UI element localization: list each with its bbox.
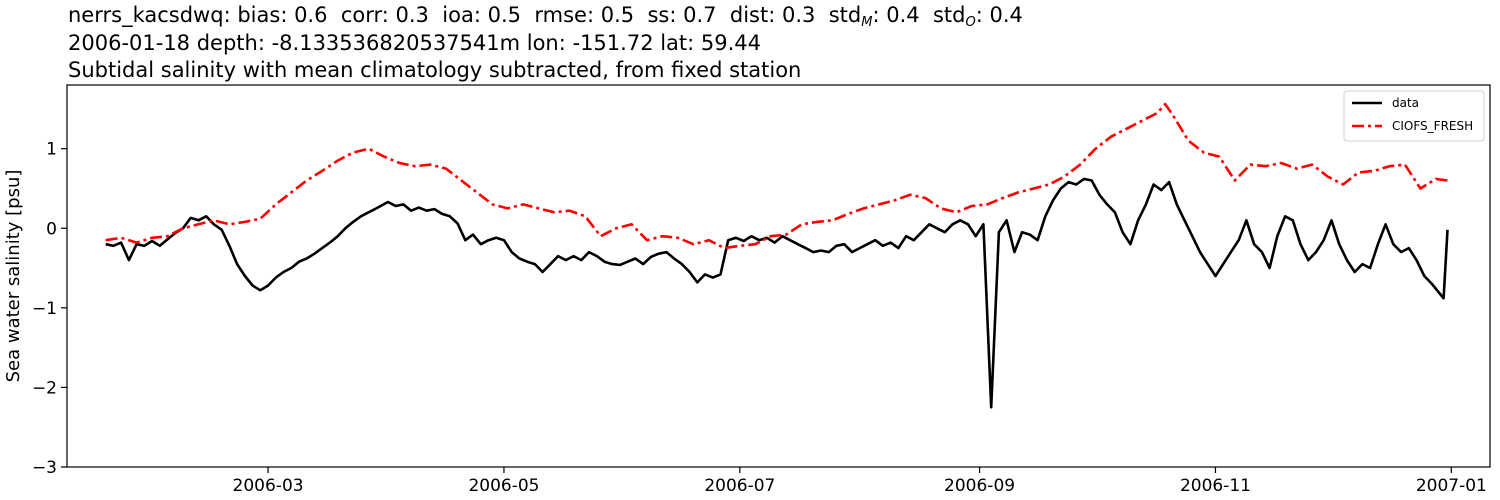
y-tick-0: 0 [46, 219, 67, 239]
x-tick-2006-09: 2006-09 [944, 467, 1015, 496]
y-tick-label: 1 [46, 140, 57, 160]
x-tick-label: 2006-11 [1180, 476, 1251, 496]
stats-list: bias: 0.6 corr: 0.3 ioa: 0.5 rmse: 0.5 s… [237, 3, 1023, 30]
stat-bias: bias: 0.6 [237, 3, 328, 27]
legend: data CIOFS_FRESH [1343, 90, 1485, 142]
series-line-data [105, 177, 1449, 409]
stat-std-m: stdM: 0.4 [828, 3, 920, 30]
x-tick-label: 2006-07 [704, 476, 775, 496]
y-axis-label: Sea water salinity [psu] [3, 170, 24, 383]
y-tick--2: −2 [32, 378, 67, 398]
stats-line: nerrs_kacsdwq: bias: 0.6 corr: 0.3 ioa: … [68, 3, 1023, 30]
x-tick-2006-07: 2006-07 [704, 467, 775, 496]
x-tick-label: 2007-01 [1416, 476, 1487, 496]
series-line-ciofs-fresh [105, 102, 1448, 250]
stat-corr: corr: 0.3 [340, 3, 429, 27]
stat-ss: ss: 0.7 [647, 3, 717, 27]
legend-label-ciofs-fresh: CIOFS_FRESH [1392, 119, 1473, 133]
plot-frame [66, 84, 1491, 468]
subtitle-line: Subtidal salinity with mean climatology … [68, 58, 802, 82]
y-tick-label: 0 [46, 219, 57, 239]
chart-titles: nerrs_kacsdwq: bias: 0.6 corr: 0.3 ioa: … [68, 2, 1023, 85]
y-tick-1: 1 [46, 140, 67, 160]
y-tick-label: −1 [32, 299, 57, 319]
legend-label-data: data [1392, 96, 1419, 110]
stat-rmse: rmse: 0.5 [534, 3, 635, 27]
meta-line: 2006-01-18 depth: -8.133536820537541m lo… [68, 30, 762, 55]
y-tick-label: −2 [32, 378, 57, 398]
y-tick--1: −1 [32, 299, 67, 319]
y-tick-label: −3 [32, 458, 57, 478]
station-name: nerrs_kacsdwq [68, 3, 224, 27]
x-tick-2006-11: 2006-11 [1180, 467, 1251, 496]
stat-ioa: ioa: 0.5 [442, 3, 521, 27]
x-tick-2006-03: 2006-03 [233, 467, 304, 496]
stat-std-o: stdO: 0.4 [932, 3, 1023, 30]
x-tick-label: 2006-09 [944, 476, 1015, 496]
x-tick-2006-05: 2006-05 [468, 467, 539, 496]
y-tick--3: −3 [32, 458, 67, 478]
x-tick-label: 2006-03 [233, 476, 304, 496]
x-tick-2007-01: 2007-01 [1416, 467, 1487, 496]
x-tick-label: 2006-05 [468, 476, 539, 496]
stat-dist: dist: 0.3 [729, 3, 816, 27]
